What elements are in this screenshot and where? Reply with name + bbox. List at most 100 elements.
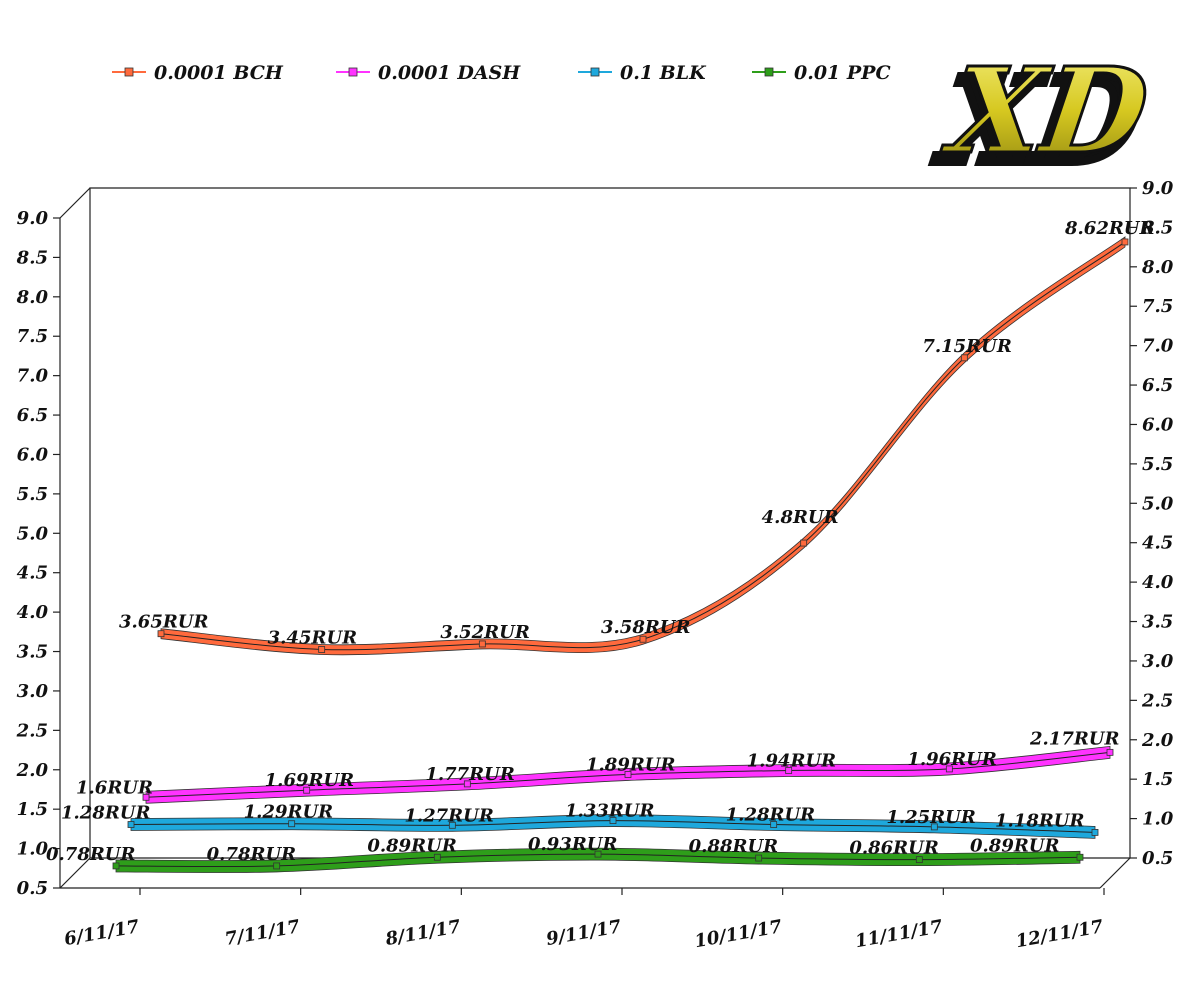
data-label: 1.69RUR: [265, 770, 354, 791]
data-label: 0.93RUR: [528, 834, 617, 855]
data-label: 1.77RUR: [425, 764, 514, 785]
y-right-tick-label: 8.0: [1141, 257, 1174, 278]
data-label: 1.89RUR: [586, 754, 675, 775]
x-tick-label: 8/11/17: [383, 916, 463, 950]
data-label: 1.18RUR: [995, 810, 1084, 831]
y-right-tick-label: 4.0: [1142, 572, 1174, 593]
y-right-tick-label: 2.5: [1141, 690, 1173, 711]
data-point: [755, 854, 763, 862]
legend-label: 0.0001 DASH: [378, 62, 521, 84]
data-label: 3.65RUR: [119, 612, 208, 633]
y-left-tick-label: 5.5: [17, 484, 48, 505]
y-left-tick-label: 4.0: [17, 602, 49, 623]
data-point: [1091, 829, 1099, 836]
data-label: 0.88RUR: [689, 836, 778, 857]
xd-logo-shadow: XD: [928, 52, 1148, 190]
y-right-tick-label: 6.5: [1142, 375, 1173, 396]
data-point: [157, 630, 165, 638]
data-point: [609, 817, 617, 824]
y-left-tick-label: 1.5: [17, 799, 48, 820]
left-depth-top: [59, 187, 91, 219]
y-left-tick-label: 5.0: [17, 523, 49, 544]
data-label: 7.15RUR: [922, 336, 1011, 357]
series-ribbon: [160, 236, 1126, 656]
plot-frame: [59, 187, 1131, 889]
x-tick-label: 7/11/17: [223, 916, 302, 950]
legend-label: 0.01 PPC: [794, 62, 891, 84]
data-label: 0.89RUR: [367, 835, 456, 856]
data-point: [1076, 853, 1084, 861]
y-right-tick-label: 5.5: [1142, 454, 1173, 475]
series-layer: [112, 236, 1129, 873]
data-point: [639, 635, 647, 643]
data-point: [288, 820, 296, 828]
data-label: 0.89RUR: [970, 835, 1059, 856]
y-left-tick-label: 2.0: [16, 760, 49, 781]
right-depth-bottom: [1099, 857, 1131, 889]
data-point: [1106, 748, 1114, 756]
x-tick-label: 9/11/17: [545, 916, 624, 950]
data-point: [624, 771, 632, 778]
y-right-tick-label: 1.5: [1142, 769, 1173, 790]
data-point: [127, 821, 135, 828]
series-0-0001-bch: [157, 236, 1129, 656]
data-point: [318, 646, 326, 653]
data-point: [800, 539, 808, 547]
y-left-tick-label: 6.0: [17, 444, 49, 465]
data-label: 1.25RUR: [886, 807, 975, 828]
data-label: 1.6RUR: [76, 777, 153, 798]
y-right-tick-label: 0.5: [1142, 848, 1173, 869]
legend-swatch-marker: [764, 67, 774, 77]
legend-item: 0.0001 BCH: [112, 62, 284, 84]
legend-swatch-marker: [348, 67, 358, 77]
data-label: 3.58RUR: [601, 617, 690, 638]
x-tick-label: 10/11/17: [693, 916, 784, 952]
data-point: [785, 767, 793, 774]
series-0-0001-dash: [142, 745, 1114, 804]
y-left-tick-label: 7.5: [17, 326, 48, 347]
left-depth-bottom: [59, 857, 91, 889]
y-axis-right: 0.5 1.0 1.5 2.0 2.5 3.0 3.5 4.0 4.5 5.0 5.5 6.0 6.5 7…: [1130, 178, 1174, 869]
data-labels-layer: 0.78RUR 0.78RUR 0.89RUR 0.93RUR 0.88RUR 0.86R…: [46, 218, 1154, 865]
data-label: 3.45RUR: [268, 627, 357, 648]
data-label: 0.78RUR: [46, 844, 135, 865]
data-point: [960, 354, 968, 362]
y-left-tick-label: 7.0: [17, 366, 49, 387]
data-point: [463, 780, 471, 788]
legend-label: 0.1 BLK: [620, 62, 707, 84]
legend-swatch-marker: [124, 67, 134, 77]
data-point: [142, 793, 150, 801]
y-right-tick-label: 4.5: [1142, 533, 1173, 554]
data-label: 1.94RUR: [747, 750, 836, 771]
data-point: [930, 823, 938, 831]
y-left-tick-label: 3.5: [17, 642, 48, 663]
y-right-tick-label: 5.0: [1142, 493, 1174, 514]
y-left-tick-label: 3.0: [17, 681, 49, 702]
data-label: 3.52RUR: [440, 622, 529, 643]
y-right-tick-label: 6.0: [1142, 414, 1174, 435]
data-label: 1.96RUR: [907, 749, 996, 770]
y-left-tick-label: 9.0: [17, 208, 49, 229]
data-label: 1.33RUR: [565, 801, 654, 822]
y-left-tick-label: 2.5: [16, 720, 48, 741]
data-point: [915, 856, 923, 864]
series-line: [160, 241, 1126, 651]
legend-item: 0.0001 DASH: [336, 62, 521, 84]
xd-logo-text: XD: [936, 42, 1156, 180]
y-right-tick-label: 8.5: [1141, 217, 1173, 238]
y-left-tick-label: 4.5: [17, 563, 48, 584]
data-point: [478, 640, 486, 648]
data-label: 1.29RUR: [244, 802, 333, 823]
y-right-tick-label: 3.5: [1142, 612, 1173, 633]
data-label: 1.28RUR: [61, 803, 150, 824]
series-ribbon: [130, 814, 1096, 839]
data-label: 0.78RUR: [207, 844, 296, 865]
series-0-1-blk: [127, 814, 1099, 839]
data-point: [433, 853, 441, 861]
data-point: [770, 821, 778, 828]
data-point: [303, 786, 311, 794]
data-point: [594, 850, 602, 858]
y-right-tick-label: 1.0: [1142, 809, 1174, 830]
data-label: 2.17RUR: [1029, 728, 1119, 749]
